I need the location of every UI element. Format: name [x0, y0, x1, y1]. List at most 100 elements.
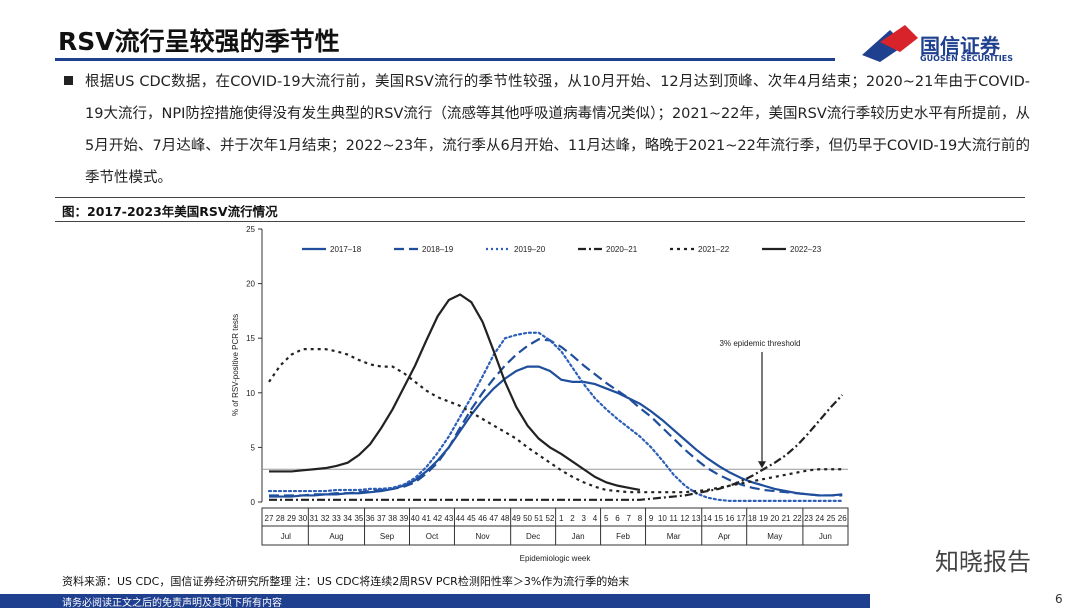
- x-tick-label: 42: [433, 514, 442, 523]
- x-tick-label: 32: [321, 514, 330, 523]
- month-label: Nov: [475, 532, 489, 541]
- month-label: May: [767, 532, 782, 541]
- x-tick-label: 33: [332, 514, 341, 523]
- legend-label: 2019–20: [514, 245, 546, 254]
- x-tick-label: 39: [399, 514, 408, 523]
- x-tick-label: 9: [649, 514, 654, 523]
- x-tick-label: 45: [467, 514, 476, 523]
- x-tick-label: 43: [444, 514, 453, 523]
- x-tick-label: 36: [366, 514, 375, 523]
- x-tick-label: 27: [265, 514, 274, 523]
- x-tick-label: 14: [703, 514, 712, 523]
- watermark: 知晓报告: [935, 548, 1031, 576]
- x-tick-label: 35: [354, 514, 363, 523]
- legend-label: 2017–18: [330, 245, 362, 254]
- series-line: [269, 394, 844, 501]
- month-label: Oct: [426, 532, 439, 541]
- y-tick-label: 20: [246, 280, 255, 289]
- x-tick-label: 6: [615, 514, 620, 523]
- x-tick-label: 23: [804, 514, 813, 523]
- x-tick-label: 8: [638, 514, 643, 523]
- legend-label: 2022–23: [790, 245, 822, 254]
- figure-caption: 图：2017-2023年美国RSV流行情况: [62, 204, 278, 219]
- x-tick-label: 13: [692, 514, 701, 523]
- x-tick-label: 46: [478, 514, 487, 523]
- rule: [55, 197, 1025, 198]
- x-tick-label: 40: [411, 514, 420, 523]
- logo-subtext: GUOSEN SECURITIES: [920, 54, 1013, 63]
- threshold-label: 3% epidemic threshold: [720, 339, 801, 348]
- x-tick-label: 19: [759, 514, 768, 523]
- x-tick-label: 16: [725, 514, 734, 523]
- x-tick-label: 1: [559, 514, 564, 523]
- logo-text: 国信证券: [920, 34, 1000, 58]
- month-label: Sep: [380, 532, 395, 541]
- x-tick-label: 38: [388, 514, 397, 523]
- x-axis-label: Epidemiologic week: [520, 554, 592, 563]
- x-tick-label: 49: [512, 514, 521, 523]
- series-line: [269, 338, 843, 497]
- month-label: Dec: [526, 532, 540, 541]
- y-tick-label: 5: [251, 443, 256, 452]
- x-tick-label: 2: [570, 514, 575, 523]
- x-tick-label: 10: [658, 514, 667, 523]
- y-tick-label: 15: [246, 334, 255, 343]
- x-tick-label: 5: [604, 514, 609, 523]
- x-tick-label: 3: [581, 514, 586, 523]
- x-tick-label: 11: [669, 514, 678, 523]
- x-tick-label: 50: [523, 514, 532, 523]
- x-tick-label: 22: [793, 514, 802, 523]
- y-tick-label: 10: [246, 389, 255, 398]
- threshold-arrowhead: [758, 461, 766, 469]
- x-tick-label: 18: [748, 514, 757, 523]
- month-label: Jun: [819, 532, 832, 541]
- x-tick-label: 25: [827, 514, 836, 523]
- y-tick-label: 0: [251, 498, 256, 507]
- legend-label: 2020–21: [606, 245, 638, 254]
- x-tick-label: 4: [593, 514, 598, 523]
- rule: [55, 221, 1025, 222]
- x-tick-label: 12: [680, 514, 689, 523]
- x-tick-label: 41: [422, 514, 431, 523]
- x-tick-label: 26: [838, 514, 847, 523]
- x-tick-label: 15: [714, 514, 723, 523]
- x-tick-label: 48: [501, 514, 510, 523]
- x-tick-label: 24: [815, 514, 824, 523]
- x-tick-label: 34: [343, 514, 352, 523]
- disclaimer: 请务必阅读正文之后的免责声明及其项下所有内容: [62, 598, 282, 608]
- paragraph: 根据US CDC数据，在COVID-19大流行前，美国RSV流行的季节性较强，从…: [85, 74, 1030, 186]
- title-bar: [55, 58, 835, 61]
- month-label: Jul: [281, 532, 291, 541]
- x-tick-label: 47: [489, 514, 498, 523]
- y-tick-label: 25: [246, 225, 255, 234]
- page-number: 6: [1055, 592, 1063, 606]
- title: RSV流行呈较强的季节性: [58, 27, 340, 56]
- month-label: Mar: [667, 532, 681, 541]
- month-label: Feb: [616, 532, 630, 541]
- series-line: [267, 331, 844, 503]
- month-label: Apr: [718, 532, 731, 541]
- month-label: Jan: [572, 532, 585, 541]
- x-tick-label: 51: [534, 514, 543, 523]
- x-tick-label: 7: [626, 514, 631, 523]
- x-tick-label: 30: [298, 514, 307, 523]
- chart-area: [227, 222, 850, 570]
- x-tick-label: 31: [310, 514, 319, 523]
- x-tick-label: 17: [737, 514, 746, 523]
- month-label: Aug: [329, 532, 343, 541]
- series-line: [268, 348, 843, 494]
- y-axis-label: % of RSV-positive PCR tests: [231, 314, 240, 416]
- x-tick-label: 29: [287, 514, 296, 523]
- bullet-mark: [64, 76, 73, 85]
- x-tick-label: 44: [456, 514, 465, 523]
- series-line: [269, 293, 641, 492]
- source-note: 资料来源：US CDC，国信证券经济研究所整理 注：US CDC将连续2周RSV…: [62, 575, 630, 588]
- x-tick-label: 28: [276, 514, 285, 523]
- legend-label: 2021–22: [698, 245, 730, 254]
- x-tick-label: 20: [770, 514, 779, 523]
- x-tick-label: 37: [377, 514, 386, 523]
- legend-label: 2018–19: [422, 245, 454, 254]
- x-tick-label: 52: [546, 514, 555, 523]
